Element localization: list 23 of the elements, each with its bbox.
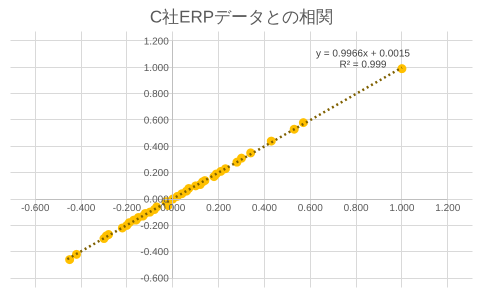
x-tick-label: 0.200	[206, 203, 232, 214]
x-tick-label: 0.800	[344, 203, 370, 214]
y-tick-label: 0.600	[144, 115, 170, 126]
x-tick-label: 0.000	[160, 203, 186, 214]
annotation: R² = 0.999	[339, 60, 387, 71]
y-tick-label: -0.600	[140, 274, 170, 285]
y-tick-label: 0.800	[144, 89, 170, 100]
x-tick-label: -0.600	[21, 203, 50, 214]
x-tick-label: 1.200	[435, 203, 461, 214]
annotation: y = 0.9966x + 0.0015	[316, 48, 410, 60]
y-tick-label: -0.400	[140, 247, 170, 258]
y-tick-label: 0.200	[144, 168, 170, 180]
y-tick-label: 1.200	[144, 36, 170, 48]
y-tick-label: -0.200	[140, 220, 170, 232]
x-tick-label: 0.400	[252, 203, 278, 214]
y-tick-label: 0.400	[144, 142, 170, 153]
y-tick-label: 1.000	[144, 62, 170, 74]
x-tick-label: -0.200	[112, 203, 142, 214]
x-tick-label: 1.000	[389, 203, 415, 214]
x-tick-label: 0.600	[298, 203, 324, 214]
x-tick-label: -0.400	[66, 203, 96, 214]
point	[397, 64, 406, 74]
chart-title: C社ERPデータとの相関	[150, 8, 334, 26]
